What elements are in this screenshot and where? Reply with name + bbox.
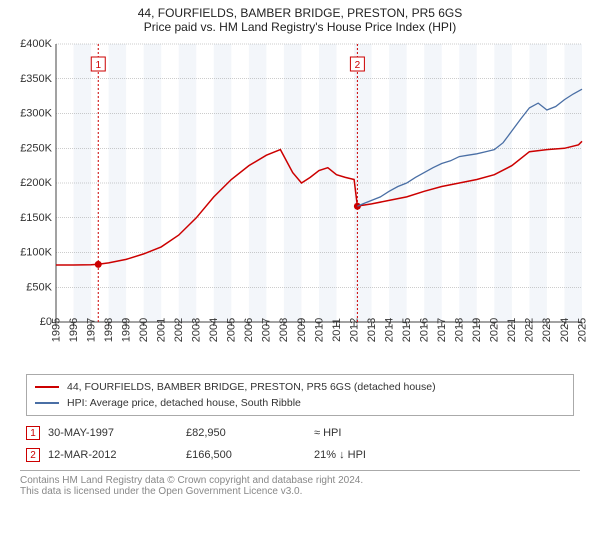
sale-price: £166,500 <box>186 449 306 461</box>
plot-area: £0£50K£100K£150K£200K£250K£300K£350K£400… <box>10 38 590 368</box>
svg-text:2016: 2016 <box>419 318 431 342</box>
svg-text:2015: 2015 <box>401 318 413 342</box>
svg-text:2008: 2008 <box>278 318 290 342</box>
footer-line: This data is licensed under the Open Gov… <box>20 486 580 497</box>
svg-text:£50K: £50K <box>26 281 52 293</box>
sale-marker: 1 <box>26 426 40 440</box>
sale-date: 30-MAY-1997 <box>48 427 178 439</box>
svg-text:2014: 2014 <box>383 318 395 342</box>
footer: Contains HM Land Registry data © Crown c… <box>20 470 580 497</box>
legend-swatch <box>35 402 59 404</box>
svg-text:2021: 2021 <box>506 318 518 342</box>
svg-text:1999: 1999 <box>120 318 132 342</box>
sale-delta: ≈ HPI <box>314 427 454 439</box>
chart-titles: 44, FOURFIELDS, BAMBER BRIDGE, PRESTON, … <box>10 6 590 34</box>
svg-text:2024: 2024 <box>559 318 571 342</box>
sale-date: 12-MAR-2012 <box>48 449 178 461</box>
svg-text:£350K: £350K <box>20 73 52 85</box>
svg-text:2025: 2025 <box>576 318 588 342</box>
legend-label: 44, FOURFIELDS, BAMBER BRIDGE, PRESTON, … <box>67 381 436 393</box>
svg-text:2005: 2005 <box>226 318 238 342</box>
legend-label: HPI: Average price, detached house, Sout… <box>67 397 301 409</box>
sale-price: £82,950 <box>186 427 306 439</box>
svg-text:2001: 2001 <box>155 318 167 342</box>
title-main: 44, FOURFIELDS, BAMBER BRIDGE, PRESTON, … <box>10 6 590 20</box>
svg-text:1997: 1997 <box>85 318 97 342</box>
svg-text:£400K: £400K <box>20 38 52 50</box>
legend: 44, FOURFIELDS, BAMBER BRIDGE, PRESTON, … <box>26 374 574 416</box>
svg-text:2019: 2019 <box>471 318 483 342</box>
sale-marker: 2 <box>26 448 40 462</box>
svg-text:£250K: £250K <box>20 142 52 154</box>
svg-text:2017: 2017 <box>436 318 448 342</box>
legend-item: 44, FOURFIELDS, BAMBER BRIDGE, PRESTON, … <box>35 379 565 395</box>
svg-text:2003: 2003 <box>191 318 203 342</box>
svg-text:£300K: £300K <box>20 108 52 120</box>
legend-item: HPI: Average price, detached house, Sout… <box>35 395 565 411</box>
svg-text:1996: 1996 <box>68 318 80 342</box>
svg-text:2022: 2022 <box>524 318 536 342</box>
svg-text:£100K: £100K <box>20 247 52 259</box>
legend-swatch <box>35 386 59 388</box>
title-sub: Price paid vs. HM Land Registry's House … <box>10 20 590 34</box>
plot-svg: £0£50K£100K£150K£200K£250K£300K£350K£400… <box>10 38 590 368</box>
svg-text:2013: 2013 <box>366 318 378 342</box>
chart-container: 44, FOURFIELDS, BAMBER BRIDGE, PRESTON, … <box>0 0 600 497</box>
svg-text:2002: 2002 <box>173 318 185 342</box>
svg-text:2023: 2023 <box>541 318 553 342</box>
svg-text:2000: 2000 <box>138 318 150 342</box>
svg-text:2010: 2010 <box>313 318 325 342</box>
table-row: 1 30-MAY-1997 £82,950 ≈ HPI <box>26 422 574 444</box>
svg-text:£150K: £150K <box>20 212 52 224</box>
svg-text:2020: 2020 <box>489 318 501 342</box>
svg-text:1: 1 <box>95 60 101 71</box>
svg-text:2006: 2006 <box>243 318 255 342</box>
svg-text:2012: 2012 <box>348 318 360 342</box>
svg-text:2: 2 <box>355 60 361 71</box>
svg-text:2018: 2018 <box>454 318 466 342</box>
svg-text:1998: 1998 <box>103 318 115 342</box>
svg-text:2004: 2004 <box>208 318 220 342</box>
sale-delta: 21% ↓ HPI <box>314 449 454 461</box>
table-row: 2 12-MAR-2012 £166,500 21% ↓ HPI <box>26 444 574 466</box>
svg-text:£200K: £200K <box>20 177 52 189</box>
svg-text:2009: 2009 <box>296 318 308 342</box>
sales-table: 1 30-MAY-1997 £82,950 ≈ HPI 2 12-MAR-201… <box>26 422 574 466</box>
svg-text:2007: 2007 <box>261 318 273 342</box>
footer-line: Contains HM Land Registry data © Crown c… <box>20 475 580 486</box>
